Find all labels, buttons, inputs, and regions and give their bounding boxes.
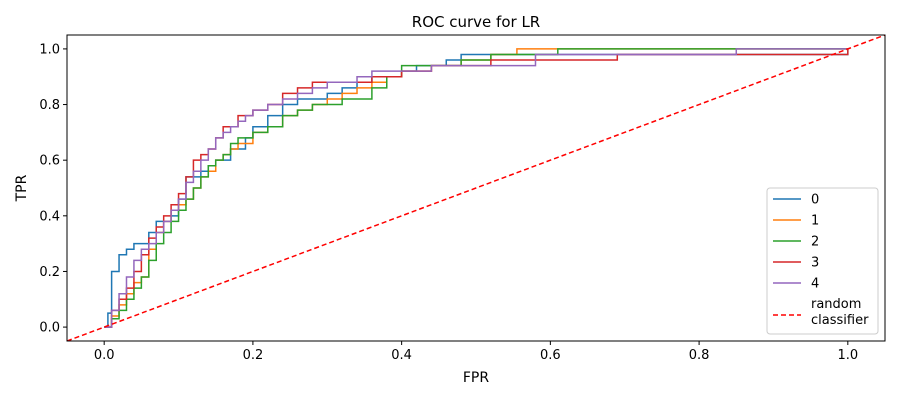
plot-frame <box>66 34 886 342</box>
y-axis-ticks: 0.0 0.2 0.4 0.6 0.8 1.0 <box>39 42 67 336</box>
y-tick-label: 1.0 <box>39 42 60 57</box>
chart-title: ROC curve for LR <box>412 13 540 31</box>
y-tick-label: 0.8 <box>39 98 60 113</box>
y-tick-label: 0.4 <box>39 209 60 224</box>
legend-label-1: 1 <box>811 214 819 229</box>
y-tick-label: 0.2 <box>39 265 60 280</box>
x-tick-label: 1.0 <box>837 348 858 363</box>
x-tick-label: 0.2 <box>243 348 264 363</box>
legend-label-random-classifier: classifier <box>811 313 869 328</box>
x-tick-label: 0.8 <box>689 348 710 363</box>
x-tick-label: 0.0 <box>94 348 115 363</box>
x-tick-label: 0.6 <box>540 348 561 363</box>
legend-label-2: 2 <box>811 235 819 250</box>
legend-box <box>766 187 879 335</box>
y-tick-label: 0.0 <box>39 321 60 336</box>
legend-label-3: 3 <box>811 256 819 271</box>
legend-label-random-classifier: random <box>811 297 861 312</box>
legend-label-0: 0 <box>811 193 819 208</box>
roc-curve-4 <box>104 48 848 328</box>
x-axis-ticks: 0.0 0.2 0.4 0.6 0.8 1.0 <box>94 341 858 363</box>
x-tick-label: 0.4 <box>391 348 412 363</box>
y-axis-title: TPR <box>14 174 30 202</box>
x-axis-title: FPR <box>463 370 489 386</box>
y-tick-label: 0.6 <box>39 154 60 169</box>
legend-label-4: 4 <box>811 277 819 292</box>
random-classifier-line <box>67 35 885 341</box>
plot-area <box>67 35 885 341</box>
